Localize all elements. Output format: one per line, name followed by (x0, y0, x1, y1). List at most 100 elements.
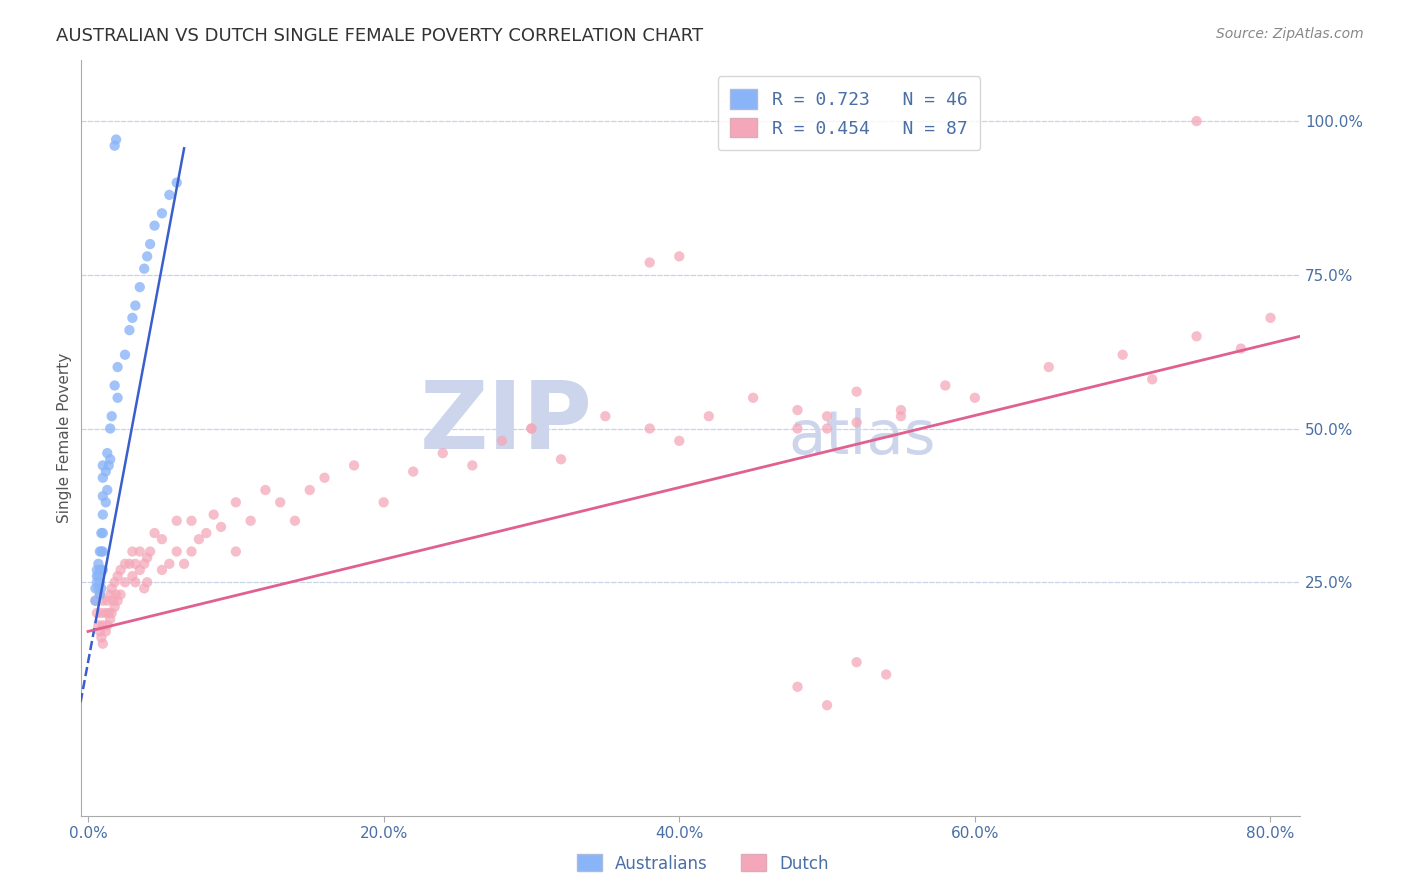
Point (104, 138, 127, 153)
Point (91, 489, 114, 503)
Point (86, 563, 108, 577)
Point (209, 520, 232, 534)
Point (134, 557, 156, 571)
Point (104, 599, 127, 614)
Point (815, 698, 838, 713)
Point (94, 495, 117, 509)
Point (150, 563, 173, 577)
Point (100, 582, 122, 596)
Point (1230, 342, 1253, 356)
Point (86, 575, 108, 590)
Point (298, 483, 321, 497)
Point (91, 637, 114, 651)
Point (225, 495, 247, 509)
Point (786, 403, 808, 417)
Point (89, 624, 111, 639)
Point (84, 582, 107, 596)
Point (89, 588, 111, 602)
Point (638, 421, 661, 435)
Point (90, 526, 112, 541)
Point (110, 588, 132, 602)
Point (520, 421, 543, 435)
Point (96, 593, 118, 607)
Point (139, 237, 162, 252)
Point (105, 132, 128, 146)
Point (343, 458, 366, 473)
Point (124, 299, 146, 313)
Point (402, 465, 425, 479)
Point (143, 526, 166, 541)
Point (89, 575, 111, 590)
Point (432, 446, 454, 460)
Point (96, 618, 118, 632)
Point (225, 544, 247, 558)
Point (461, 458, 484, 473)
Point (139, 544, 162, 558)
Point (98, 421, 121, 435)
Point (100, 409, 122, 424)
Point (114, 575, 136, 590)
Point (550, 452, 572, 467)
Text: AUSTRALIAN VS DUTCH SINGLE FEMALE POVERTY CORRELATION CHART: AUSTRALIAN VS DUTCH SINGLE FEMALE POVERT… (56, 27, 703, 45)
Point (128, 563, 150, 577)
Point (786, 421, 808, 435)
Point (134, 582, 156, 596)
Point (86, 606, 108, 620)
Point (90, 544, 112, 558)
Point (180, 544, 202, 558)
Point (91, 526, 114, 541)
Point (91, 563, 114, 577)
Point (114, 348, 136, 362)
Point (1185, 114, 1208, 128)
Point (1185, 329, 1208, 343)
Point (87, 618, 110, 632)
Point (166, 514, 188, 528)
Point (107, 391, 129, 405)
Point (100, 606, 122, 620)
Point (815, 421, 838, 435)
Point (89, 588, 111, 602)
Point (128, 544, 150, 558)
Text: atlas: atlas (787, 409, 935, 467)
Point (94, 465, 117, 479)
Point (105, 588, 128, 602)
Point (90, 631, 112, 645)
Point (136, 249, 159, 263)
Text: ZIP: ZIP (420, 376, 593, 468)
Point (121, 310, 143, 325)
Point (91, 508, 114, 522)
Point (890, 403, 912, 417)
Point (90, 606, 112, 620)
Point (1111, 348, 1133, 362)
Point (121, 544, 143, 558)
Point (786, 680, 808, 694)
Point (166, 544, 188, 558)
Point (91, 544, 114, 558)
Point (1140, 372, 1163, 386)
Point (89, 563, 111, 577)
Point (84, 593, 107, 607)
Point (845, 384, 868, 399)
Point (239, 514, 262, 528)
Point (1260, 310, 1282, 325)
Point (202, 508, 225, 522)
Point (668, 249, 690, 263)
Point (90, 582, 112, 596)
Point (128, 280, 150, 294)
Point (136, 550, 159, 565)
Point (84, 593, 107, 607)
Point (124, 557, 146, 571)
Point (96, 446, 118, 460)
Point (98, 588, 121, 602)
Y-axis label: Single Female Poverty: Single Female Poverty (58, 352, 72, 523)
Point (107, 569, 129, 583)
Point (118, 323, 141, 337)
Point (89, 544, 111, 558)
Point (187, 532, 209, 546)
Point (87, 569, 110, 583)
Point (114, 557, 136, 571)
Point (150, 532, 173, 546)
Legend: Australians, Dutch: Australians, Dutch (571, 847, 835, 880)
Point (107, 593, 129, 607)
Point (98, 452, 121, 467)
